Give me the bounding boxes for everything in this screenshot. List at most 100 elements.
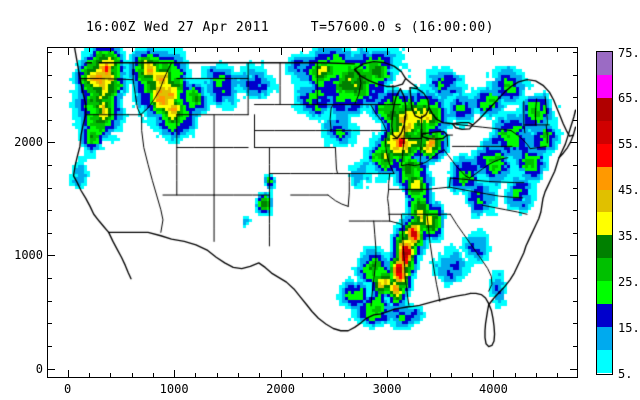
x-tick: [110, 373, 112, 378]
x-tick-top: [152, 47, 154, 52]
x-tick: [301, 373, 303, 378]
x-tick: [472, 373, 474, 378]
x-tick-top: [536, 47, 538, 52]
colorbar-band: [597, 281, 612, 305]
x-tick: [88, 373, 90, 378]
y-tick-right: [573, 210, 578, 212]
colorbar-tick-label: 55.: [618, 137, 640, 152]
x-tick-top: [472, 47, 474, 52]
colorbar-tick-label: 25.: [618, 274, 640, 289]
x-tick-top: [259, 47, 261, 52]
x-tick: [387, 370, 389, 378]
y-tick-right: [573, 119, 578, 121]
colorbar-band: [597, 74, 612, 98]
x-tick-top: [195, 47, 197, 52]
x-tick: [323, 373, 325, 378]
x-axis-tick-label: 1000: [159, 382, 189, 396]
colorbar-tick-label: 15.: [618, 320, 640, 335]
x-tick-top: [110, 47, 112, 52]
x-tick-top: [514, 47, 516, 52]
x-axis-tick-label: 3000: [372, 382, 402, 396]
x-tick-top: [557, 47, 559, 52]
y-tick-right: [573, 74, 578, 76]
x-axis-tick-label: 0: [64, 382, 72, 396]
x-tick-top: [408, 47, 410, 52]
y-tick: [47, 74, 52, 76]
y-tick: [47, 142, 55, 144]
x-tick: [216, 373, 218, 378]
colorbar-band: [597, 52, 612, 75]
y-tick: [47, 210, 52, 212]
colorbar-band: [597, 120, 612, 144]
colorbar-band: [597, 166, 612, 190]
y-tick-right: [573, 51, 578, 53]
y-tick-right: [570, 255, 578, 257]
x-tick: [557, 373, 559, 378]
y-tick-right: [573, 300, 578, 302]
colorbar-band: [597, 304, 612, 328]
colorbar-tick-label: 65.: [618, 91, 640, 106]
map-boundaries-layer: [48, 48, 576, 376]
x-tick-top: [88, 47, 90, 52]
colorbar-band: [597, 189, 612, 213]
y-tick: [47, 187, 52, 189]
x-tick-top: [493, 47, 495, 55]
y-tick: [47, 97, 52, 99]
colorbar-band: [597, 235, 612, 259]
x-tick-top: [216, 47, 218, 52]
colorbar-band: [597, 212, 612, 236]
x-tick: [131, 373, 133, 378]
y-tick: [47, 300, 52, 302]
colorbar-band: [597, 327, 612, 350]
colorbar-band: [597, 143, 612, 167]
plot-title: 16:00Z Wed 27 Apr 2011 T=57600.0 s (16:0…: [85, 20, 494, 35]
x-axis-tick-label: 4000: [479, 382, 508, 396]
colorbar-tick-label: 5.: [618, 366, 633, 381]
colorbar-tick-label: 35.: [618, 228, 640, 243]
x-tick-top: [131, 47, 133, 52]
x-tick-top: [323, 47, 325, 52]
colorbar: [596, 51, 613, 375]
x-axis-tick-label: 2000: [266, 382, 296, 396]
x-tick: [259, 373, 261, 378]
y-tick: [47, 119, 52, 121]
y-tick-right: [573, 187, 578, 189]
x-tick: [450, 373, 452, 378]
colorbar-band: [597, 349, 612, 373]
x-tick: [237, 373, 239, 378]
y-tick: [47, 323, 52, 325]
y-tick: [47, 232, 52, 234]
axis-ticks: [47, 47, 578, 378]
x-tick: [152, 373, 154, 378]
y-tick-right: [570, 368, 578, 370]
x-tick-top: [67, 47, 69, 55]
x-tick: [365, 373, 367, 378]
x-tick: [67, 370, 69, 378]
y-tick: [47, 255, 55, 257]
y-tick: [47, 345, 52, 347]
x-tick: [536, 373, 538, 378]
y-axis-tick-label: 0: [35, 361, 43, 376]
y-tick-right: [573, 278, 578, 280]
y-tick: [47, 278, 52, 280]
y-tick: [47, 368, 55, 370]
map-plot-area: [47, 47, 578, 378]
colorbar-tick-label: 45.: [618, 183, 640, 198]
colorbar-band: [597, 97, 612, 121]
y-axis-tick-label: 2000: [14, 135, 43, 150]
x-tick-top: [365, 47, 367, 52]
y-tick-right: [573, 345, 578, 347]
y-tick-right: [573, 232, 578, 234]
x-tick: [174, 370, 176, 378]
x-tick-top: [301, 47, 303, 52]
x-tick: [408, 373, 410, 378]
x-tick: [280, 370, 282, 378]
x-tick: [429, 373, 431, 378]
x-tick-top: [387, 47, 389, 55]
x-tick-top: [344, 47, 346, 52]
colorbar-band: [597, 258, 612, 282]
x-tick-top: [429, 47, 431, 52]
y-tick: [47, 164, 52, 166]
y-axis-tick-label: 1000: [14, 248, 43, 263]
